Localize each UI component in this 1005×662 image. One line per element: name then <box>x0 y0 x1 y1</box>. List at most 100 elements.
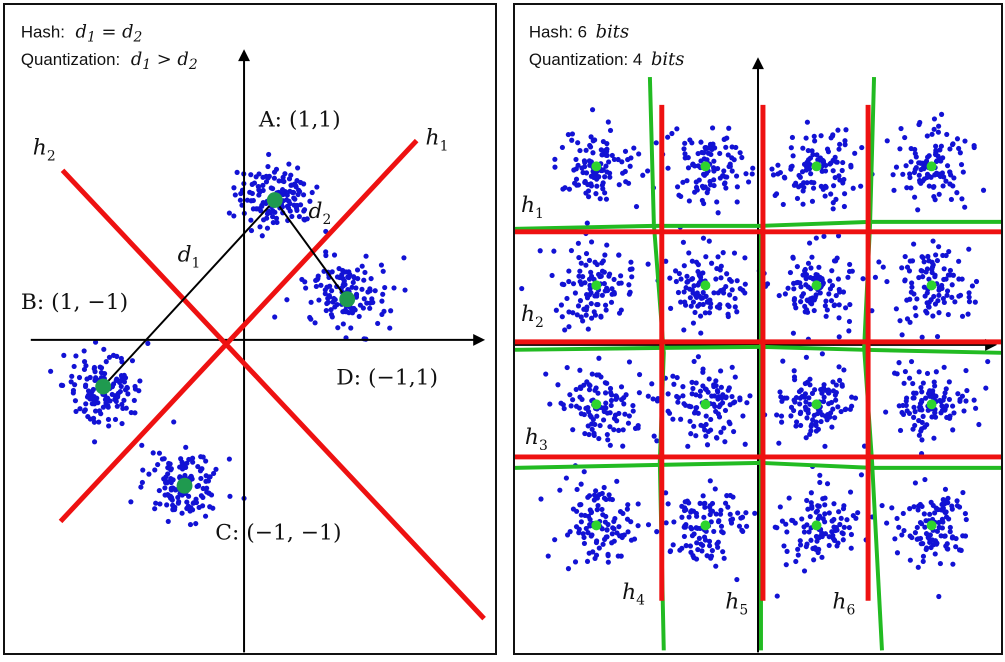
data-point <box>918 428 924 434</box>
data-point <box>805 309 811 315</box>
data-point <box>850 185 856 191</box>
data-point <box>685 165 692 171</box>
data-point <box>880 264 886 270</box>
data-point <box>713 511 719 517</box>
data-point <box>607 385 614 392</box>
data-point <box>566 309 572 315</box>
data-point <box>919 399 925 405</box>
left-note-hash: Hash: d1 = d2 <box>21 21 143 45</box>
data-point <box>234 169 240 175</box>
data-point <box>937 173 943 180</box>
data-point <box>559 314 565 320</box>
data-point <box>552 537 558 543</box>
data-point <box>722 180 728 186</box>
data-point <box>795 546 801 552</box>
data-point <box>914 296 920 302</box>
data-point <box>744 523 750 529</box>
data-point <box>685 278 691 284</box>
data-point <box>727 161 733 167</box>
data-point <box>609 540 615 546</box>
data-point <box>591 309 597 315</box>
data-point <box>198 454 204 460</box>
data-point <box>287 188 293 194</box>
data-point <box>709 547 715 554</box>
data-point <box>387 325 393 331</box>
data-point <box>671 519 677 525</box>
data-point <box>584 558 591 564</box>
data-point <box>593 385 599 391</box>
data-point <box>734 184 740 190</box>
data-point <box>821 233 827 239</box>
data-point <box>573 176 580 182</box>
data-point <box>73 408 79 415</box>
cluster-center <box>926 280 937 291</box>
data-point <box>822 531 829 537</box>
data-point <box>256 187 262 193</box>
data-point <box>686 514 692 520</box>
data-point <box>706 238 712 244</box>
data-point <box>605 119 611 125</box>
cluster-center <box>926 520 937 531</box>
data-point <box>388 308 394 314</box>
data-point <box>665 501 671 507</box>
data-point <box>601 408 607 415</box>
data-point <box>573 524 580 530</box>
data-point <box>736 523 743 529</box>
data-point <box>716 518 722 524</box>
data-point <box>831 524 837 530</box>
data-point <box>335 325 341 331</box>
data-point <box>713 276 719 282</box>
data-point <box>543 371 549 377</box>
data-point <box>314 277 320 283</box>
data-point <box>899 265 905 271</box>
data-point <box>606 159 612 165</box>
data-point <box>709 260 715 266</box>
data-point <box>232 192 238 198</box>
data-point <box>822 443 828 449</box>
data-point <box>203 458 209 464</box>
data-point <box>293 184 299 190</box>
data-point <box>723 395 729 401</box>
data-point <box>943 514 950 520</box>
data-point <box>675 289 682 296</box>
data-point <box>153 500 159 506</box>
data-point <box>564 532 571 538</box>
data-point <box>574 486 580 493</box>
data-point <box>193 521 199 527</box>
data-point <box>616 427 622 433</box>
data-point <box>577 367 583 373</box>
data-point <box>730 494 736 500</box>
data-point <box>316 297 322 303</box>
data-point <box>587 144 594 150</box>
data-point <box>607 410 613 416</box>
data-point <box>286 176 293 182</box>
data-point <box>336 266 342 272</box>
data-point <box>690 385 696 392</box>
data-point <box>828 298 835 304</box>
data-point <box>694 513 700 519</box>
data-point <box>597 423 603 429</box>
data-point <box>777 504 783 510</box>
data-point <box>775 171 781 177</box>
data-point <box>165 492 172 499</box>
data-point <box>915 507 921 513</box>
data-point <box>742 290 748 296</box>
data-point <box>939 111 945 117</box>
data-point <box>381 308 387 314</box>
data-point <box>558 400 564 406</box>
data-point <box>801 529 807 535</box>
data-point <box>591 430 597 436</box>
data-point <box>589 371 595 377</box>
data-point <box>704 157 710 163</box>
data-point <box>804 119 810 125</box>
data-point <box>614 530 620 536</box>
cluster-center <box>811 280 822 291</box>
data-point <box>189 507 196 513</box>
data-point <box>936 524 942 530</box>
data-point <box>714 199 720 205</box>
data-point <box>922 476 928 483</box>
data-point <box>620 510 626 517</box>
data-point <box>73 353 79 359</box>
data-point <box>804 497 810 504</box>
data-point <box>248 172 254 178</box>
